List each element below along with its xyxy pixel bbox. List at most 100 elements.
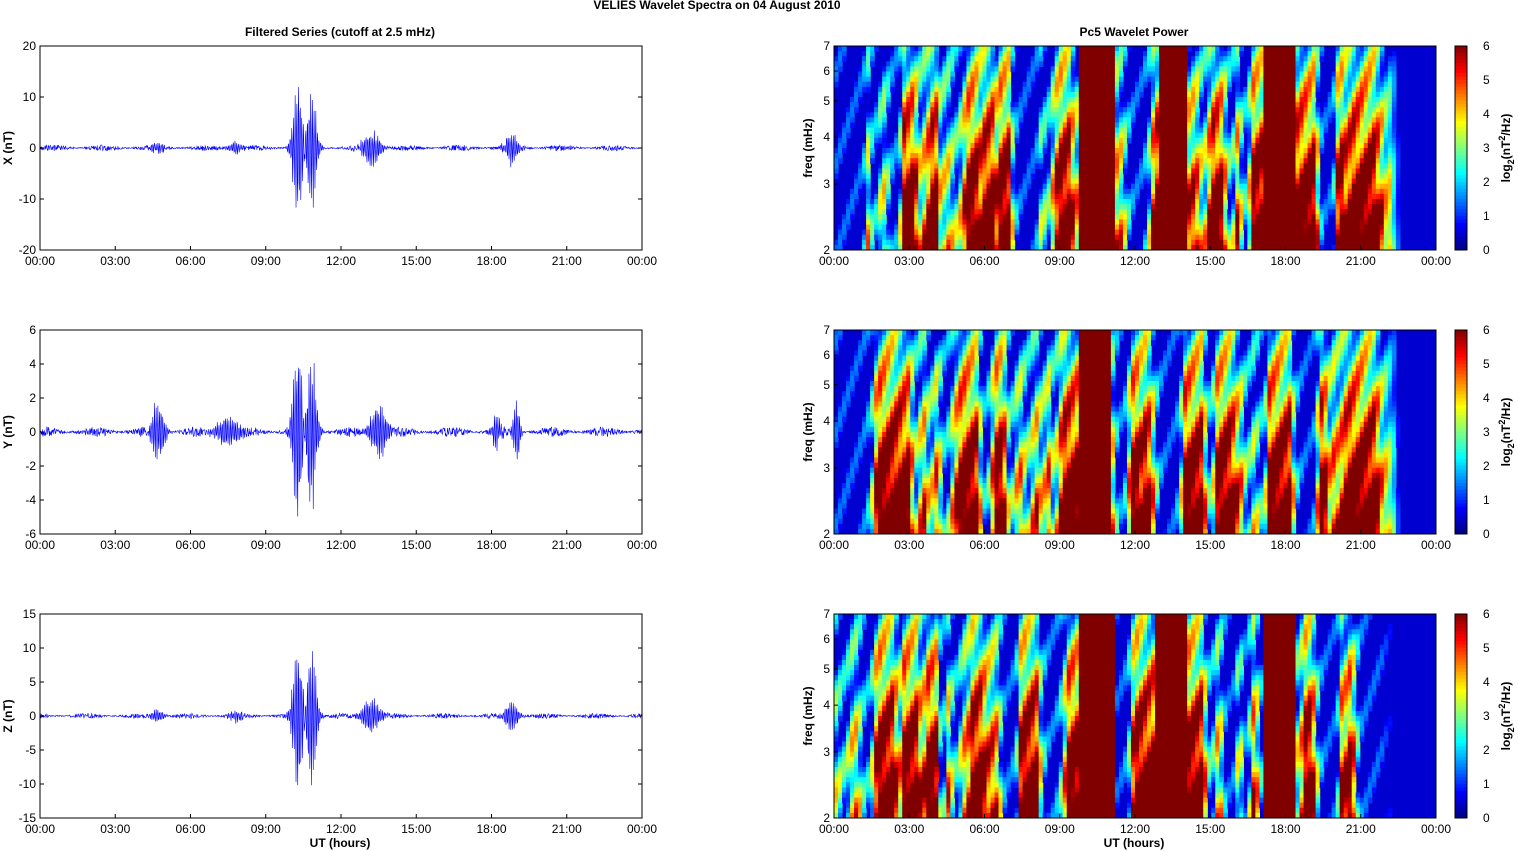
heatmap-cell (990, 56, 996, 62)
heatmap-cell (1247, 86, 1252, 93)
heatmap-cell (1395, 209, 1401, 215)
heatmap-cell (1255, 193, 1261, 200)
heatmap-cell (946, 193, 951, 200)
heatmap-cell (1066, 142, 1072, 149)
heatmap-cell (1094, 46, 1100, 52)
heatmap-cell (1227, 239, 1232, 246)
heatmap-cell (1094, 132, 1100, 139)
heatmap-cell (1395, 224, 1401, 231)
heatmap-cell (1030, 173, 1036, 180)
heatmap-cell (1203, 178, 1208, 185)
heatmap-cell (982, 56, 988, 62)
heatmap-cell (1066, 219, 1072, 226)
heatmap-cell (1355, 86, 1361, 93)
heatmap-cell (1215, 153, 1220, 159)
heatmap-cell (930, 188, 935, 195)
heatmap-cell (1183, 224, 1188, 231)
heatmap-cell (1383, 214, 1389, 220)
heatmap-cell (1054, 91, 1060, 98)
heatmap-cell (1159, 163, 1164, 169)
heatmap-cell (1026, 91, 1032, 98)
heatmap-cell (1391, 239, 1397, 246)
heatmap-cell (1074, 158, 1080, 164)
heatmap-cell (958, 107, 964, 113)
heatmap-cell (1295, 209, 1301, 215)
heatmap-cell (1014, 199, 1020, 205)
heatmap-cell (1159, 117, 1164, 124)
heatmap-cell (1090, 51, 1096, 57)
heatmap-cell (1251, 117, 1256, 124)
heatmap-cell (1287, 183, 1293, 190)
heatmap-cell (1066, 204, 1072, 210)
heatmap-cell (1367, 107, 1373, 113)
heatmap-cell (1311, 107, 1317, 113)
heatmap-cell (1171, 66, 1176, 73)
heatmap-cell (1315, 142, 1321, 149)
heatmap-cell (1299, 71, 1305, 78)
heatmap-cell (974, 244, 980, 250)
heatmap-cell (1347, 173, 1353, 180)
heatmap-cell (1271, 163, 1277, 169)
heatmap-cell (1227, 76, 1232, 83)
heatmap-cell (1163, 91, 1168, 98)
heatmap-cell (1102, 219, 1108, 226)
heatmap-cell (1151, 61, 1156, 67)
heatmap-cell (974, 219, 980, 226)
heatmap-cell (918, 71, 923, 78)
heatmap-cell (966, 188, 972, 195)
heatmap-cell (954, 204, 960, 210)
heatmap-cell (994, 71, 1000, 78)
heatmap-cell (1195, 117, 1200, 124)
heatmap-cell (1343, 132, 1349, 139)
heatmap-cell (1343, 97, 1349, 103)
heatmap-cell (1287, 219, 1293, 226)
heatmap-cell (954, 132, 960, 139)
heatmap-cell (1251, 188, 1256, 195)
heatmap-cell (1367, 76, 1373, 83)
heatmap-cell (1323, 193, 1329, 200)
heatmap-cell (966, 148, 972, 154)
heatmap-cell (1271, 214, 1277, 220)
heatmap-cell (922, 158, 927, 164)
heatmap-cell (1167, 229, 1172, 236)
heatmap-cell (854, 86, 859, 93)
heatmap-cell (1379, 112, 1385, 118)
heatmap-cell (990, 86, 996, 93)
heatmap-cell (1102, 97, 1108, 103)
heatmap-cell (1379, 61, 1385, 67)
heatmap-cell (1375, 142, 1381, 149)
heatmap-cell (1307, 61, 1313, 67)
heatmap-cell (1391, 112, 1397, 118)
heatmap-cell (1030, 163, 1036, 169)
heatmap-cell (854, 173, 859, 180)
heatmap-cell (966, 163, 972, 169)
heatmap-cell (1259, 234, 1265, 241)
series-xtick-label: 12:00 (326, 822, 356, 836)
heatmap-cell (1114, 97, 1120, 103)
heatmap-cell (1267, 137, 1273, 144)
heatmap-cell (1159, 71, 1164, 78)
heatmap-cell (1102, 193, 1108, 200)
heatmap-cell (934, 209, 939, 215)
heatmap-cell (1070, 91, 1076, 98)
heatmap-cell (1307, 168, 1313, 175)
heatmap-cell (1315, 56, 1321, 62)
heatmap-cell (1343, 178, 1349, 185)
heatmap-cell (1098, 122, 1104, 129)
heatmap-cell (950, 122, 955, 129)
heatmap-cell (970, 173, 976, 180)
heatmap-cell (1335, 81, 1341, 88)
heatmap-cell (1287, 137, 1293, 144)
heatmap-cell (1283, 219, 1289, 226)
heatmap-cell (842, 46, 847, 52)
heatmap-cell (1211, 234, 1216, 241)
heatmap-cell (1054, 112, 1060, 118)
heatmap-cell (930, 127, 935, 134)
heatmap-cell (1030, 153, 1036, 159)
heatmap-cell (1086, 193, 1092, 200)
heatmap-cell (1219, 173, 1224, 180)
heatmap-cell (1082, 76, 1088, 83)
heatmap-cell (1351, 214, 1357, 220)
heatmap-cell (1207, 173, 1212, 180)
heatmap-cell (1379, 127, 1385, 134)
